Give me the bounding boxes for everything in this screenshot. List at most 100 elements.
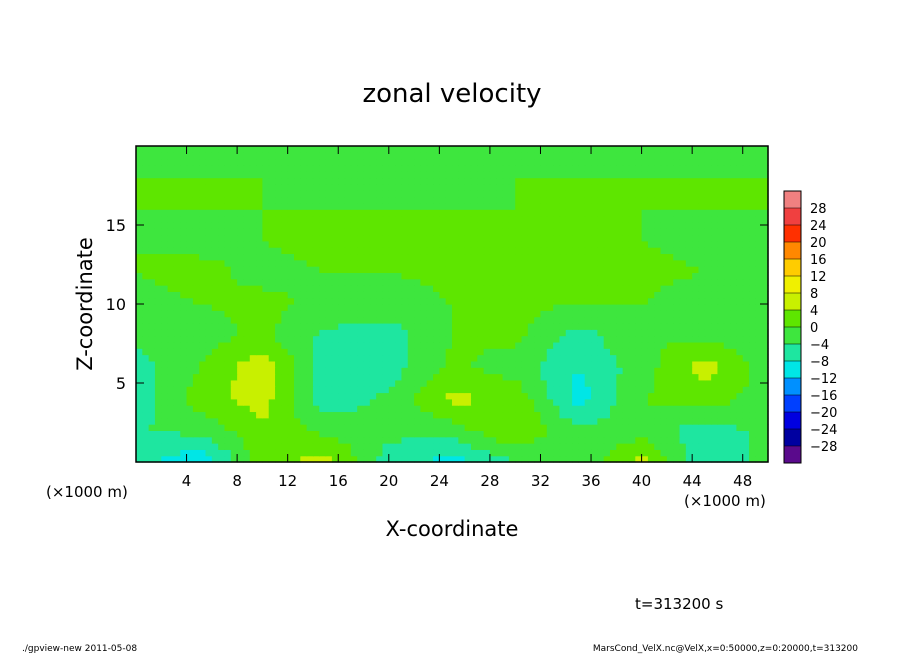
heatmap-cell bbox=[218, 266, 226, 273]
heatmap-cell bbox=[218, 392, 226, 400]
heatmap-cell bbox=[685, 455, 693, 463]
heatmap-cell bbox=[742, 164, 750, 172]
heatmap-cell bbox=[142, 398, 150, 406]
heatmap-cell bbox=[736, 202, 744, 210]
heatmap-cell bbox=[407, 196, 415, 204]
heatmap-cell bbox=[540, 202, 548, 210]
heatmap-cell bbox=[540, 392, 548, 400]
heatmap-cell bbox=[660, 430, 668, 438]
heatmap-cell bbox=[142, 392, 150, 400]
heatmap-cell bbox=[148, 177, 156, 185]
heatmap-cell bbox=[704, 196, 712, 204]
heatmap-cell bbox=[483, 297, 491, 305]
heatmap-cell bbox=[407, 259, 415, 267]
heatmap-cell bbox=[673, 253, 681, 261]
heatmap-cell bbox=[433, 253, 440, 261]
heatmap-cell bbox=[325, 354, 333, 362]
heatmap-cell bbox=[641, 354, 649, 362]
heatmap-cell bbox=[268, 259, 276, 267]
heatmap-cell bbox=[565, 253, 573, 261]
heatmap-cell bbox=[205, 360, 213, 368]
heatmap-cell bbox=[477, 152, 485, 160]
heatmap-cell bbox=[654, 386, 662, 394]
heatmap-cell bbox=[572, 285, 579, 292]
heatmap-cell bbox=[761, 304, 769, 311]
heatmap-cell bbox=[692, 316, 700, 324]
heatmap-cell bbox=[357, 190, 365, 198]
heatmap-cell bbox=[218, 221, 226, 229]
heatmap-cell bbox=[717, 310, 725, 318]
heatmap-cell bbox=[483, 171, 491, 179]
heatmap-cell bbox=[249, 177, 257, 185]
heatmap-cell bbox=[628, 158, 636, 166]
heatmap-cell bbox=[237, 411, 245, 419]
heatmap-cell bbox=[685, 202, 693, 210]
heatmap-cell bbox=[369, 424, 377, 431]
heatmap-cell bbox=[243, 455, 251, 463]
heatmap-cell bbox=[515, 177, 523, 185]
heatmap-cell bbox=[527, 354, 535, 362]
heatmap-cell bbox=[603, 285, 611, 292]
heatmap-cell bbox=[439, 379, 447, 387]
heatmap-cell bbox=[666, 291, 674, 299]
heatmap-cell bbox=[173, 152, 181, 160]
heatmap-cell bbox=[755, 392, 763, 400]
heatmap-cell bbox=[502, 158, 510, 166]
heatmap-cell bbox=[294, 304, 301, 311]
heatmap-cell bbox=[230, 228, 238, 236]
heatmap-cell bbox=[470, 272, 478, 280]
heatmap-cell bbox=[477, 266, 485, 273]
heatmap-cell bbox=[578, 354, 586, 362]
heatmap-cell bbox=[420, 341, 428, 349]
heatmap-cell bbox=[312, 398, 320, 406]
heatmap-cell bbox=[148, 386, 156, 394]
heatmap-cell bbox=[186, 259, 194, 267]
heatmap-cell bbox=[464, 177, 472, 185]
heatmap-cell bbox=[591, 443, 598, 450]
heatmap-cell bbox=[224, 430, 232, 438]
heatmap-cell bbox=[445, 436, 453, 444]
heatmap-cell bbox=[489, 455, 497, 463]
heatmap-cell bbox=[205, 234, 213, 242]
heatmap-cell bbox=[730, 354, 737, 362]
heatmap-cell bbox=[654, 196, 662, 204]
heatmap-cell bbox=[628, 411, 636, 419]
heatmap-cell bbox=[673, 240, 681, 248]
heatmap-cell bbox=[148, 310, 156, 318]
heatmap-cell bbox=[199, 322, 207, 330]
heatmap-cell bbox=[673, 152, 681, 160]
heatmap-cell bbox=[755, 322, 763, 330]
heatmap-cell bbox=[559, 329, 567, 337]
heatmap-cell bbox=[281, 240, 289, 248]
heatmap-cell bbox=[205, 177, 213, 185]
heatmap-cell bbox=[319, 335, 327, 343]
heatmap-cell bbox=[395, 202, 403, 210]
heatmap-cell bbox=[591, 449, 598, 457]
heatmap-cell bbox=[161, 398, 169, 406]
heatmap-cell bbox=[572, 436, 579, 444]
heatmap-cell bbox=[376, 234, 384, 242]
heatmap-cell bbox=[142, 253, 150, 261]
heatmap-cell bbox=[502, 196, 510, 204]
heatmap-cell bbox=[205, 455, 213, 463]
heatmap-cell bbox=[243, 341, 251, 349]
heatmap-cell bbox=[761, 234, 769, 242]
heatmap-cell bbox=[243, 247, 251, 255]
heatmap-cell bbox=[249, 322, 257, 330]
heatmap-cell bbox=[180, 392, 188, 400]
heatmap-cell bbox=[199, 285, 207, 292]
heatmap-cell bbox=[584, 304, 592, 311]
heatmap-cell bbox=[363, 266, 371, 273]
heatmap-cell bbox=[572, 228, 579, 236]
heatmap-cell bbox=[597, 379, 605, 387]
heatmap-cell bbox=[395, 304, 403, 311]
heatmap-cell bbox=[610, 297, 617, 305]
heatmap-cell bbox=[660, 209, 668, 217]
heatmap-cell bbox=[211, 348, 219, 356]
heatmap-cell bbox=[401, 310, 409, 318]
heatmap-cell bbox=[350, 360, 358, 368]
heatmap-cell bbox=[249, 341, 257, 349]
heatmap-cell bbox=[306, 417, 314, 425]
heatmap-cell bbox=[401, 379, 409, 387]
heatmap-cell bbox=[578, 436, 586, 444]
